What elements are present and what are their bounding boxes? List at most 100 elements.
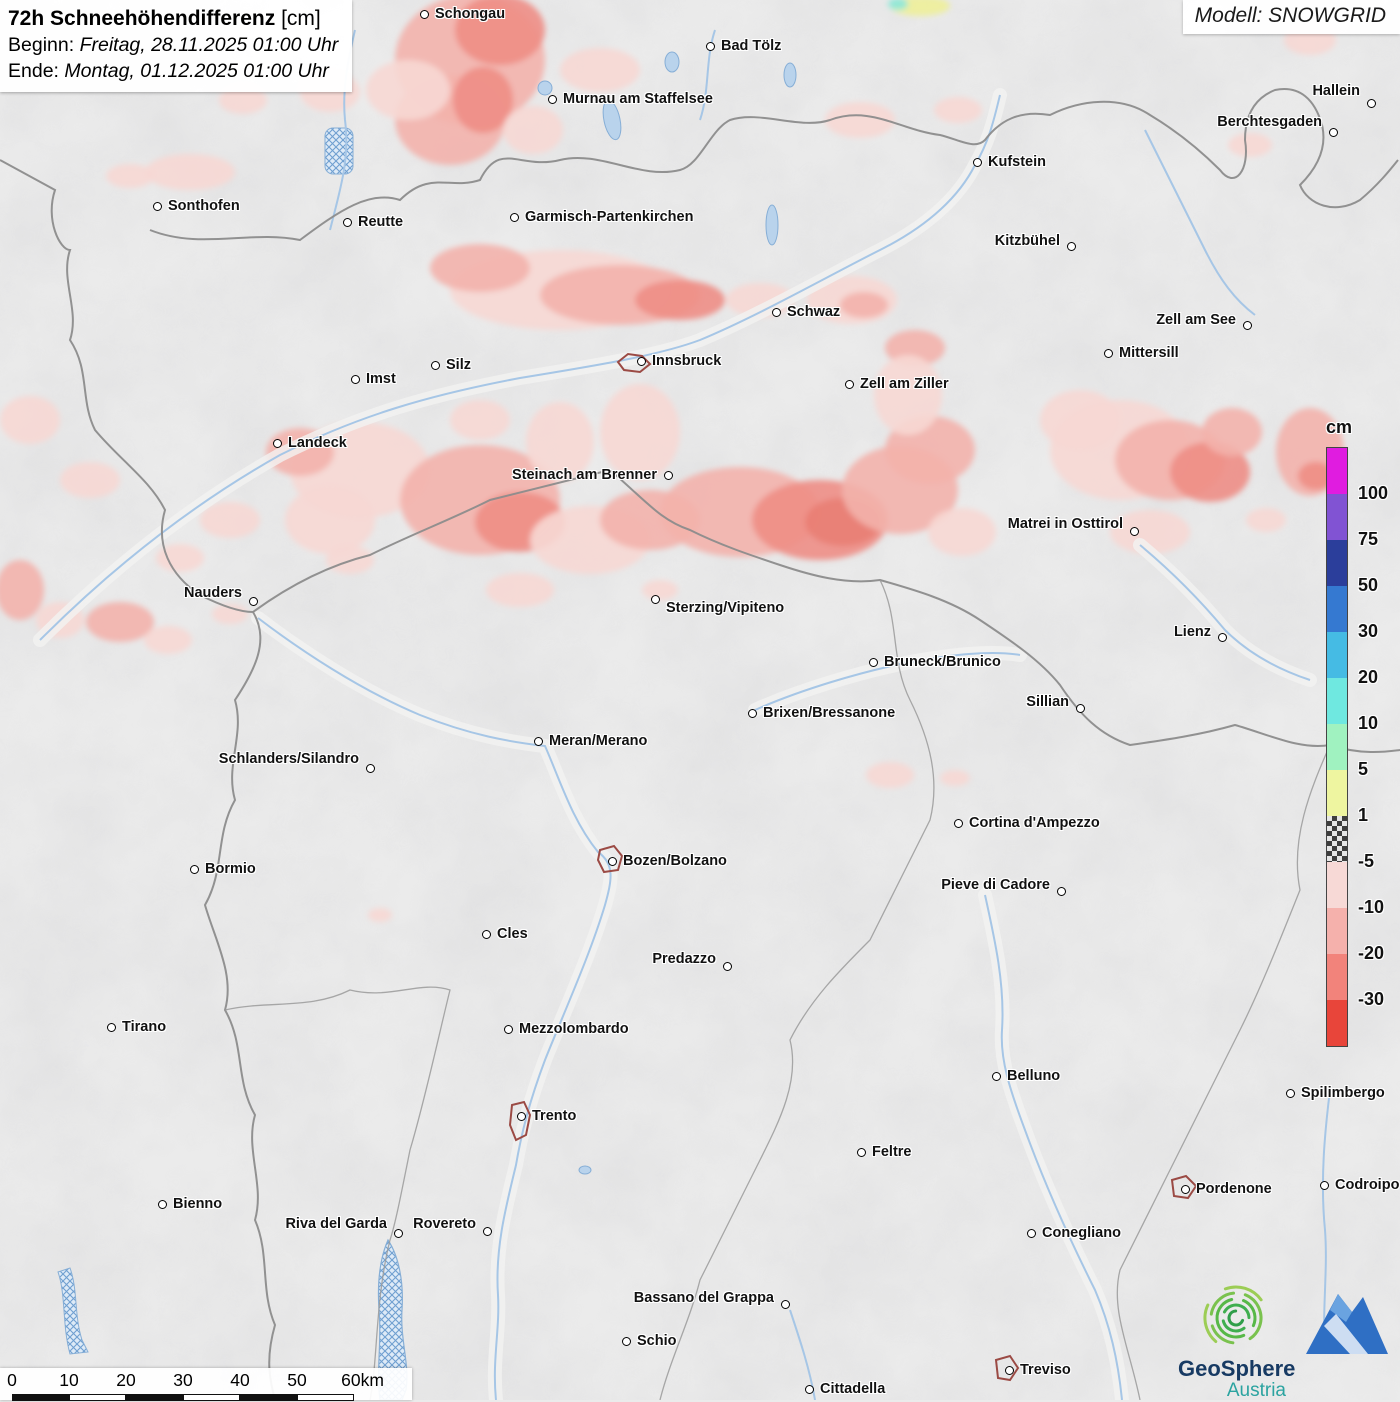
- city-label: Rovereto: [413, 1216, 476, 1232]
- city-dot: [272, 438, 282, 448]
- legend-band: [1327, 540, 1347, 586]
- begin-value: Freitag, 28.11.2025 01:00 Uhr: [79, 34, 339, 56]
- city-label: Garmisch-Partenkirchen: [525, 209, 694, 225]
- lakes: [377, 51, 797, 1400]
- scale-bar: 0 10 20 30 40 50 60km: [0, 1368, 412, 1401]
- legend-tick: 30: [1358, 621, 1379, 641]
- city-label: Bormio: [205, 861, 256, 877]
- legend-tick: 10: [1358, 713, 1379, 733]
- legend-band: [1327, 724, 1347, 770]
- city-dot: [636, 356, 646, 366]
- city-label: Cles: [497, 926, 528, 942]
- city-label: Pieve di Cadore: [941, 877, 1050, 893]
- city-dot: [189, 864, 199, 874]
- end-label: Ende:: [8, 60, 59, 82]
- city-dot: [722, 961, 732, 971]
- city-label: Riva del Garda: [285, 1216, 387, 1232]
- city-label: Sillian: [1026, 694, 1069, 710]
- legend-tick: 5: [1358, 759, 1369, 779]
- city-dot: [844, 379, 854, 389]
- city-dot: [1026, 1228, 1036, 1238]
- city-boundaries: [508, 352, 1198, 1382]
- city-dot: [1328, 127, 1338, 137]
- scale-label: 50: [287, 1370, 307, 1390]
- city-dot: [1066, 241, 1076, 251]
- city-dot: [1285, 1088, 1295, 1098]
- city-label: Meran/Merano: [549, 733, 648, 749]
- city-dot: [621, 1336, 631, 1346]
- legend-tick: 50: [1358, 575, 1379, 595]
- legend-band: [1327, 954, 1347, 1000]
- city-dot: [771, 307, 781, 317]
- city-dot: [393, 1228, 403, 1238]
- city-label: Lienz: [1173, 624, 1211, 640]
- model-label: Modell: SNOWGRID: [1194, 4, 1386, 27]
- legend-band: [1327, 908, 1347, 954]
- city-dot: [663, 470, 673, 480]
- city-dot: [868, 657, 878, 667]
- city-dot: [747, 708, 757, 718]
- city-label: Predazzo: [652, 951, 716, 967]
- city-dot: [1129, 526, 1139, 536]
- city-label: Zell am Ziller: [860, 376, 949, 392]
- city-dot: [533, 736, 543, 746]
- legend-tick: -20: [1358, 943, 1385, 963]
- logo-mountain-icon: [1306, 1294, 1388, 1354]
- logo-swirl-icon: [1203, 1285, 1269, 1351]
- logo-country: Austria: [1226, 1380, 1286, 1401]
- legend-colorbar: [1326, 447, 1348, 1047]
- city-label: Trento: [532, 1108, 577, 1124]
- city-label: Nauders: [183, 585, 242, 601]
- city-label: Mittersill: [1119, 345, 1179, 361]
- legend-tick: -5: [1358, 851, 1375, 871]
- city-dot: [607, 856, 617, 866]
- city-label: Schlanders/Silandro: [218, 751, 359, 767]
- city-label: Schwaz: [787, 304, 841, 320]
- city-label: Bruneck/Brunico: [884, 654, 1001, 670]
- end-line: Ende: Montag, 01.12.2025 01:00 Uhr: [8, 60, 338, 83]
- city-dot: [780, 1299, 790, 1309]
- legend-tick: 100: [1358, 483, 1389, 503]
- city-dot: [509, 212, 519, 222]
- city-label: Bienno: [173, 1196, 223, 1212]
- geosphere-logo: GeoSphere Austria: [1178, 1280, 1394, 1401]
- city-label: Schio: [637, 1333, 677, 1349]
- city-dot: [365, 763, 375, 773]
- scale-label: 10: [59, 1370, 79, 1390]
- scale-label: 20: [116, 1370, 136, 1390]
- end-value: Montag, 01.12.2025 01:00 Uhr: [64, 60, 329, 82]
- city-dot: [248, 596, 258, 606]
- city-label: Imst: [366, 371, 396, 387]
- legend-band: [1327, 862, 1347, 908]
- country-borders: [0, 88, 1400, 1400]
- begin-line: Beginn: Freitag, 28.11.2025 01:00 Uhr: [8, 34, 338, 57]
- city-dot: [106, 1022, 116, 1032]
- scale-label: 60km: [341, 1370, 384, 1390]
- city-dot: [991, 1071, 1001, 1081]
- city-dot: [482, 1226, 492, 1236]
- city-dot: [804, 1384, 814, 1394]
- city-label: Sterzing/Vipiteno: [666, 600, 785, 616]
- region-borders: [224, 579, 1331, 1400]
- city-label: Feltre: [872, 1144, 912, 1160]
- info-box: 72h Schneehöhendifferenz [cm] Beginn: Fr…: [0, 0, 353, 92]
- city-dot: [705, 41, 715, 51]
- model-box: Modell: SNOWGRID: [1182, 0, 1400, 34]
- city-label: Innsbruck: [652, 353, 722, 369]
- city-dot: [1004, 1365, 1014, 1375]
- city-label: Spilimbergo: [1301, 1085, 1385, 1101]
- begin-label: Beginn:: [8, 34, 75, 56]
- city-label: Mezzolombardo: [519, 1021, 629, 1037]
- city-label: Brixen/Bressanone: [763, 705, 896, 721]
- city-dot: [972, 157, 982, 167]
- legend-band: [1327, 816, 1347, 862]
- city-dot: [481, 929, 491, 939]
- city-dot: [157, 1199, 167, 1209]
- city-dot: [503, 1024, 513, 1034]
- city-label: Murnau am Staffelsee: [563, 91, 713, 107]
- city-dot: [650, 594, 660, 604]
- map-title: 72h Schneehöhendifferenz: [8, 7, 276, 30]
